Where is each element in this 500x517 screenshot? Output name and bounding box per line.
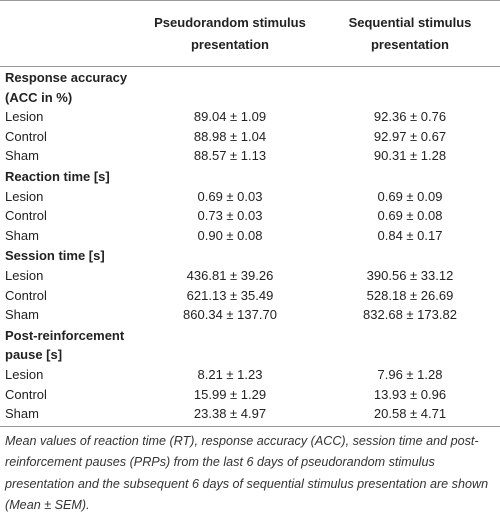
value-cell: 0.69 ± 0.09 xyxy=(377,188,443,204)
data-row: Control 621.13 ± 35.49 528.18 ± 26.69 xyxy=(0,286,500,306)
row-label: Lesion xyxy=(5,109,44,125)
data-row: Lesion 0.69 ± 0.03 0.69 ± 0.09 xyxy=(0,187,500,207)
row-label: Control xyxy=(5,386,47,402)
section-row: Response accuracy (ACC in %) xyxy=(0,67,500,108)
value-cell: 89.04 ± 1.09 xyxy=(193,109,267,125)
row-label: Lesion xyxy=(5,188,44,204)
row-label: Sham xyxy=(5,148,39,164)
header-row: Pseudorandom stimulus presentation Seque… xyxy=(0,0,500,67)
row-label: Control xyxy=(5,128,47,144)
value-cell: 8.21 ± 1.23 xyxy=(197,366,263,382)
data-row: Control 88.98 ± 1.04 92.97 ± 0.67 xyxy=(0,127,500,147)
value-cell: 0.69 ± 0.03 xyxy=(197,188,263,204)
value-cell: 528.18 ± 26.69 xyxy=(366,287,454,303)
section-cell: Response accuracy (ACC in %) xyxy=(0,67,500,108)
section-title: Response accuracy (ACC in %) xyxy=(5,70,128,105)
data-row: Control 15.99 ± 1.29 13.93 ± 0.96 xyxy=(0,385,500,405)
column-header: Pseudorandom stimulus presentation xyxy=(140,0,320,67)
value-cell: 0.90 ± 0.08 xyxy=(197,227,263,243)
value-cell: 621.13 ± 35.49 xyxy=(186,287,274,303)
value-cell: 15.99 ± 1.29 xyxy=(193,386,267,402)
value-cell: 92.36 ± 0.76 xyxy=(373,109,447,125)
value-cell: 13.93 ± 0.96 xyxy=(373,386,447,402)
value-cell: 7.96 ± 1.28 xyxy=(377,366,443,382)
value-cell: 23.38 ± 4.97 xyxy=(140,404,320,427)
data-row: Control 0.73 ± 0.03 0.69 ± 0.08 xyxy=(0,206,500,226)
value-cell: 20.58 ± 4.71 xyxy=(320,404,500,427)
section-title: Reaction time [s] xyxy=(5,168,110,184)
row-label: Lesion xyxy=(5,366,44,382)
data-row: Sham 860.34 ± 137.70 832.68 ± 173.82 xyxy=(0,305,500,325)
row-label: Lesion xyxy=(5,267,44,283)
value-cell: 88.57 ± 1.13 xyxy=(193,148,267,164)
row-label: Control xyxy=(5,208,47,224)
section-cell: Reaction time [s] xyxy=(0,166,500,187)
value-cell: 0.73 ± 0.03 xyxy=(197,208,263,224)
section-title: Session time [s] xyxy=(5,248,105,264)
data-table: Pseudorandom stimulus presentation Seque… xyxy=(0,0,500,427)
column-header: Sequential stimulus presentation xyxy=(320,0,500,67)
data-row: Lesion 89.04 ± 1.09 92.36 ± 0.76 xyxy=(0,107,500,127)
section-cell: Post-reinforcement pause [s] xyxy=(0,325,500,365)
row-label: Sham xyxy=(5,307,39,323)
section-row: Session time [s] xyxy=(0,245,500,266)
section-row: Post-reinforcement pause [s] xyxy=(0,325,500,365)
data-row: Sham 23.38 ± 4.97 20.58 ± 4.71 xyxy=(0,404,500,427)
data-row: Lesion 436.81 ± 39.26 390.56 ± 33.12 xyxy=(0,266,500,286)
data-row: Sham 0.90 ± 0.08 0.84 ± 0.17 xyxy=(0,226,500,246)
row-label: Sham xyxy=(5,227,39,243)
table-body: Response accuracy (ACC in %) Lesion 89.04 … xyxy=(0,67,500,427)
corner xyxy=(0,0,140,67)
value-cell: 0.84 ± 0.17 xyxy=(377,227,443,243)
value-cell: 832.68 ± 173.82 xyxy=(363,307,457,323)
section-cell: Session time [s] xyxy=(0,245,500,266)
caption: Mean values of reaction time (RT), respo… xyxy=(5,433,489,513)
value-cell: 860.34 ± 137.70 xyxy=(183,307,277,323)
section-row: Reaction time [s] xyxy=(0,166,500,187)
value-cell: 88.98 ± 1.04 xyxy=(193,128,267,144)
row-label: Sham xyxy=(0,404,140,427)
value-cell: 0.69 ± 0.08 xyxy=(377,208,443,224)
value-cell: 436.81 ± 39.26 xyxy=(186,267,274,283)
data-row: Sham 88.57 ± 1.13 90.31 ± 1.28 xyxy=(0,146,500,166)
value-cell: 90.31 ± 1.28 xyxy=(373,148,447,164)
row-label: Control xyxy=(5,287,47,303)
data-row: Lesion 8.21 ± 1.23 7.96 ± 1.28 xyxy=(0,365,500,385)
value-cell: 390.56 ± 33.12 xyxy=(366,267,454,283)
section-title: Post-reinforcement pause [s] xyxy=(5,327,125,363)
value-cell: 92.97 ± 0.67 xyxy=(373,128,447,144)
